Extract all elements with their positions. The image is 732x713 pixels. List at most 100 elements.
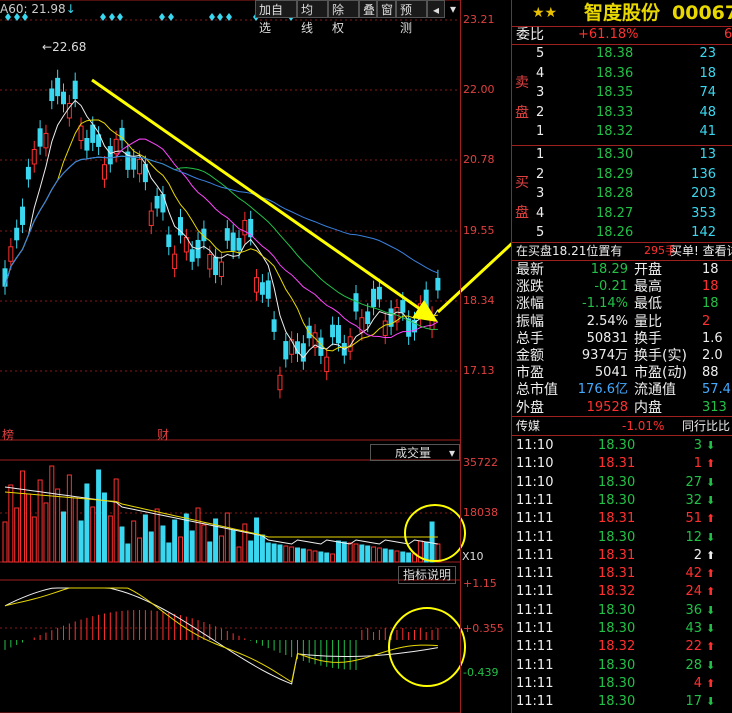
candle-body xyxy=(90,124,96,143)
toolbar-dropdown-button[interactable]: ▾ xyxy=(449,2,457,16)
volume-bar xyxy=(318,551,324,563)
volume-bar xyxy=(400,551,406,563)
candle-body xyxy=(131,157,137,170)
volume-bar xyxy=(166,542,172,563)
volume-bar xyxy=(189,530,195,563)
buy-level-1[interactable]: 1 18.30 13 xyxy=(536,147,716,162)
volume-bar xyxy=(248,540,254,563)
volume-bar xyxy=(84,483,90,563)
quote-panel: ★★ 智度股份 00067 委比 +61.18% 6 卖盘 5 18.38 23 4 1… xyxy=(512,0,732,713)
arrow-up-icon: ⬆ xyxy=(706,548,716,562)
volume-bar xyxy=(2,521,8,563)
sell-level-1[interactable]: 1 18.32 41 xyxy=(536,124,716,139)
candle-body xyxy=(101,164,107,180)
toolbar-button-1[interactable]: 均线 xyxy=(297,0,328,35)
volume-bar xyxy=(259,534,265,563)
arrow-up-icon: ⬆ xyxy=(706,567,716,581)
volume-bar xyxy=(224,512,230,563)
favorite-stars-icon[interactable]: ★★ xyxy=(532,5,558,21)
candle-body xyxy=(218,261,224,277)
quote-row: 外盘 19528 内盘 313 xyxy=(516,399,727,416)
tick-row: 11:11 18.30 32 ⬇ xyxy=(516,492,716,508)
stock-code: 00067 xyxy=(672,2,732,24)
macd-axis-top: +1.15 xyxy=(463,577,497,590)
volume-bar xyxy=(55,488,61,563)
candle-body xyxy=(318,337,324,356)
price-axis-label: 17.13 xyxy=(463,364,495,377)
indicator-help-button[interactable]: 指标说明 xyxy=(398,566,457,584)
candle-body xyxy=(119,127,125,141)
tick-row: 11:10 18.31 1 ⬆ xyxy=(516,456,716,472)
big-order-notice[interactable]: 在买盘18.21位置有 295手 买单! 查看详 xyxy=(516,244,732,258)
candle-body xyxy=(31,149,37,165)
tick-row: 11:11 18.30 4 ⬆ xyxy=(516,675,716,691)
stock-header: ★★ 智度股份 00067 xyxy=(512,0,732,26)
buy-level-3[interactable]: 3 18.28 203 xyxy=(536,186,716,201)
buy-level-5[interactable]: 5 18.26 142 xyxy=(536,225,716,240)
candle-body xyxy=(148,210,154,226)
volume-axis-max: 35722 xyxy=(463,456,498,469)
volume-bar xyxy=(283,545,289,563)
volume-bar xyxy=(312,550,318,563)
arrow-up-icon: ⬆ xyxy=(706,512,716,526)
wei-bi-row: 委比 +61.18% 6 xyxy=(516,27,732,43)
candle-body xyxy=(289,339,295,355)
volume-bar xyxy=(359,544,365,563)
toolbar-button-3[interactable]: 叠 xyxy=(359,0,377,18)
tick-row: 11:11 18.30 28 ⬇ xyxy=(516,657,716,673)
kline-chart[interactable] xyxy=(0,0,512,713)
arrow-up-icon: ⬆ xyxy=(706,585,716,599)
buy-side-label: 买盘 xyxy=(515,175,529,221)
tick-row: 11:11 18.32 24 ⬆ xyxy=(516,584,716,600)
toolbar-button-0[interactable]: 加自选 xyxy=(255,0,297,35)
volume-bar xyxy=(207,541,213,563)
quote-row: 市盈 5041 市盈(动) 88 xyxy=(516,365,719,382)
volume-indicator-dropdown[interactable]: 成交量 ▾ xyxy=(370,444,460,461)
volume-bar xyxy=(230,529,236,563)
candle-body xyxy=(2,268,8,287)
volume-bar xyxy=(31,516,37,563)
volume-axis-mid: 18038 xyxy=(463,506,498,519)
candle-body xyxy=(96,134,102,147)
arrow-down-icon: ⬇ xyxy=(706,658,716,672)
sector-row[interactable]: 传媒 -1.01% 同行比比 xyxy=(516,419,731,433)
candle-body xyxy=(230,232,236,251)
volume-ma-line xyxy=(4,491,438,538)
volume-bar xyxy=(195,507,201,563)
volume-bar xyxy=(154,508,160,563)
buy-level-4[interactable]: 4 18.27 353 xyxy=(536,205,716,221)
volume-bar xyxy=(137,537,143,563)
candle-body xyxy=(400,300,406,313)
toolbar-button-4[interactable]: 窗 xyxy=(377,0,396,18)
sell-level-2[interactable]: 2 18.33 48 xyxy=(536,104,716,120)
candle-body xyxy=(61,91,66,105)
sell-level-5[interactable]: 5 18.38 23 xyxy=(536,46,716,61)
volume-bar xyxy=(101,492,107,563)
volume-bar xyxy=(213,518,219,563)
tick-row: 11:11 18.30 43 ⬇ xyxy=(516,621,716,636)
toolbar-button-5[interactable]: 预测 xyxy=(396,0,427,35)
candle-body xyxy=(178,217,183,236)
sell-side-label: 卖盘 xyxy=(515,75,529,121)
candle-body xyxy=(137,158,143,175)
toolbar-button-2[interactable]: 除权 xyxy=(328,0,359,35)
toolbar-more-button[interactable]: ◂ xyxy=(427,0,445,18)
arrow-up-icon: ⬆ xyxy=(706,640,716,654)
volume-bar xyxy=(131,520,137,563)
candlestick-series xyxy=(2,69,441,399)
volume-bar xyxy=(90,506,96,563)
candle-body xyxy=(172,253,178,270)
candle-body xyxy=(78,125,84,141)
event-label-cai[interactable]: 财 xyxy=(157,428,170,442)
candle-body xyxy=(376,286,382,300)
arrow-down-icon: ⬇ xyxy=(706,603,716,617)
event-label-bang[interactable]: 榜 xyxy=(2,428,15,442)
volume-bar xyxy=(295,547,300,563)
buy-level-2[interactable]: 2 18.29 136 xyxy=(536,166,716,182)
candle-body xyxy=(8,246,14,262)
sell-level-3[interactable]: 3 18.35 74 xyxy=(536,85,716,100)
candle-body xyxy=(265,280,271,299)
volume-bar xyxy=(394,550,400,563)
macd-highlight-circle xyxy=(388,607,466,687)
sell-level-4[interactable]: 4 18.36 18 xyxy=(536,65,716,81)
